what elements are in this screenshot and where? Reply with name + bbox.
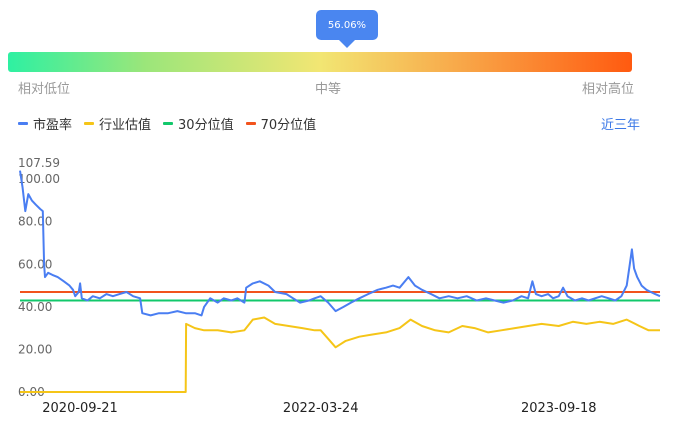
x-axis: 2020-09-21 2022-03-24 2023-09-18 (42, 401, 596, 416)
gauge-high-label: 相对高位 (582, 82, 635, 97)
legend-label-industry: 行业估值 (99, 118, 152, 133)
range-selector-button[interactable]: 近三年 (600, 118, 640, 133)
legend-label-p30: 30分位值 (178, 118, 234, 133)
percentile-gradient-bar (8, 52, 632, 72)
gauge-low-label: 相对低位 (18, 82, 71, 97)
series-layer (19, 170, 661, 393)
legend-label-pe: 市盈率 (33, 118, 73, 133)
chart-legend: 市盈率 行业估值 30分位值 70分位值 (18, 114, 328, 133)
x-tick-label: 2022-03-24 (283, 401, 359, 416)
legend-swatch-pe (18, 122, 28, 125)
legend-item-industry[interactable]: 行业估值 (84, 114, 151, 133)
y-tick-label: 100.00 (18, 172, 60, 186)
y-tick-label: 60.00 (18, 257, 52, 271)
series-line-1 (20, 316, 660, 393)
gauge-mid-label: 中等 (315, 82, 342, 97)
legend-label-p70: 70分位值 (260, 118, 317, 133)
legend-item-p70[interactable]: 70分位值 (245, 114, 317, 133)
legend-item-p30[interactable]: 30分位值 (163, 114, 234, 133)
y-tick-label: 107.59 (18, 156, 60, 170)
y-tick-label: 20.00 (18, 342, 52, 356)
percentile-tooltip: 56.06% (316, 10, 378, 48)
legend-swatch-p30 (163, 122, 174, 125)
series-line-0 (19, 170, 661, 317)
legend-swatch-industry (84, 122, 95, 125)
y-tick-label: 80.00 (18, 215, 52, 229)
legend-swatch-p70 (245, 122, 256, 125)
legend-item-pe[interactable]: 市盈率 (18, 114, 72, 133)
x-tick-label: 2020-09-21 (42, 401, 118, 416)
x-tick-label: 2023-09-18 (521, 401, 597, 416)
y-tick-label: 40.00 (18, 300, 52, 314)
